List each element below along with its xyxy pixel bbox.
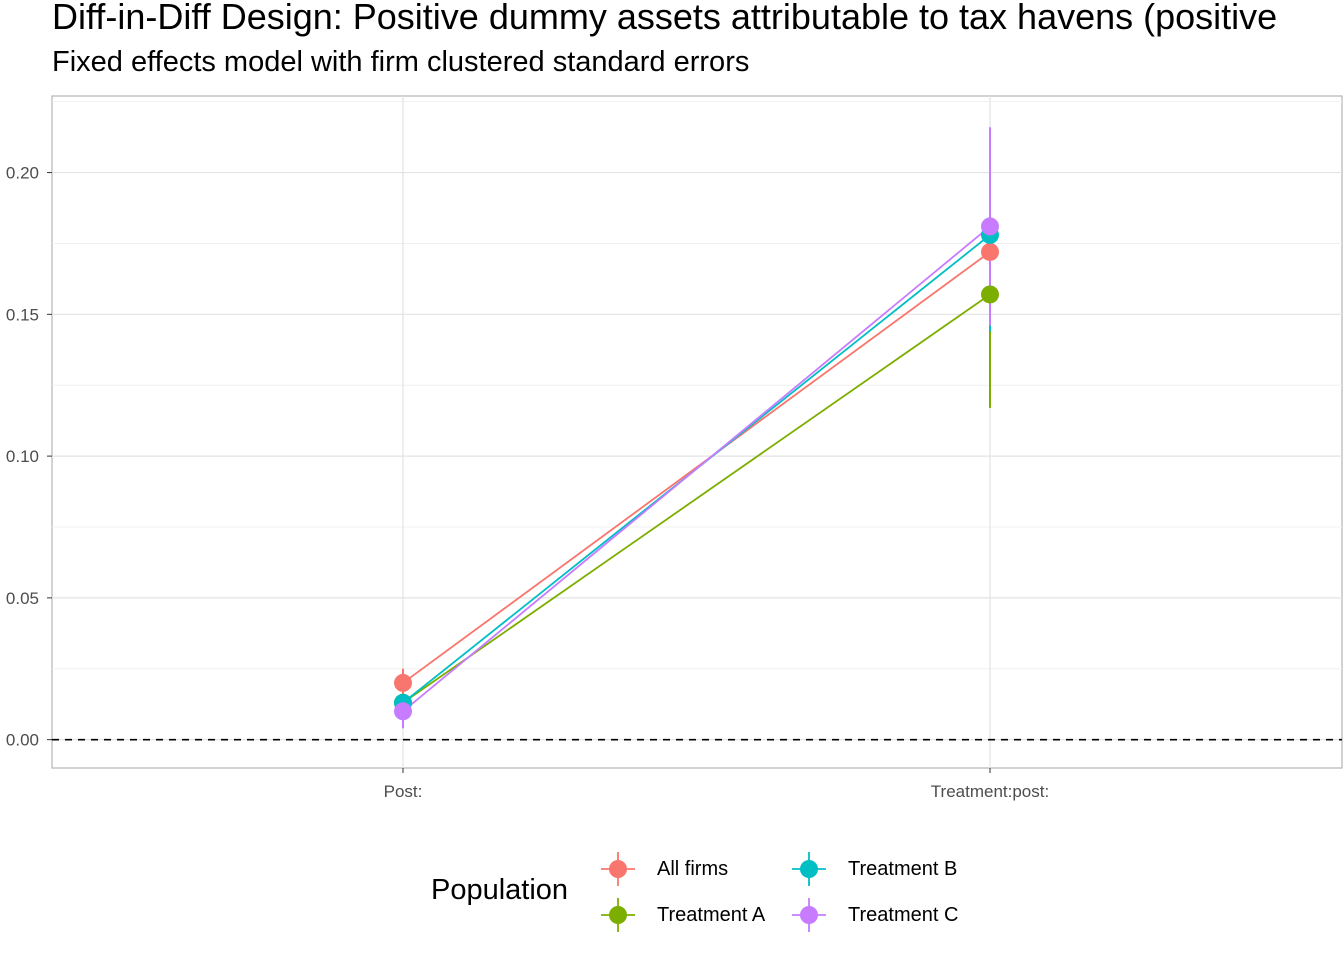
- x-axis-ticks: Post: Treatment:post:: [384, 768, 1049, 801]
- series-line-treatment-c: [402, 225, 991, 712]
- x-tick-label: Post:: [384, 782, 423, 801]
- legend-key-point: [609, 906, 627, 924]
- legend-key-point: [800, 860, 818, 878]
- data-points: [394, 217, 999, 721]
- series-line-all-firms: [402, 251, 991, 684]
- data-point-all-firms: [981, 242, 999, 261]
- legend-key-point: [609, 860, 627, 878]
- legend-label-treatment-a: Treatment A: [657, 904, 766, 926]
- series-lines: [402, 225, 991, 712]
- y-tick-label: 0.05: [6, 589, 39, 608]
- x-tick-label: Treatment:post:: [931, 782, 1049, 801]
- y-tick-label: 0.00: [6, 731, 39, 750]
- data-point-treatment-a: [981, 285, 999, 304]
- legend-title: Population: [431, 874, 569, 906]
- legend-label-treatment-c: Treatment C: [848, 904, 959, 926]
- y-tick-label: 0.20: [6, 164, 39, 183]
- legend-key-point: [800, 906, 818, 924]
- data-point-treatment-c: [981, 217, 999, 236]
- data-point-treatment-c: [394, 702, 412, 721]
- legend-label-all-firms: All firms: [657, 858, 729, 880]
- plot-panel: [51, 95, 1343, 769]
- y-tick-label: 0.15: [6, 305, 39, 324]
- y-tick-label: 0.10: [6, 447, 39, 466]
- y-axis-ticks: 0.00 0.05 0.10 0.15 0.20: [6, 164, 52, 750]
- chart-title: Diff-in-Diff Design: Positive dummy asse…: [52, 0, 1278, 37]
- legend-label-treatment-b: Treatment B: [848, 858, 958, 880]
- data-point-all-firms: [394, 673, 412, 692]
- series-line-treatment-a: [402, 293, 991, 704]
- chart-subtitle: Fixed effects model with firm clustered …: [52, 46, 750, 78]
- legend-keys: [601, 852, 826, 932]
